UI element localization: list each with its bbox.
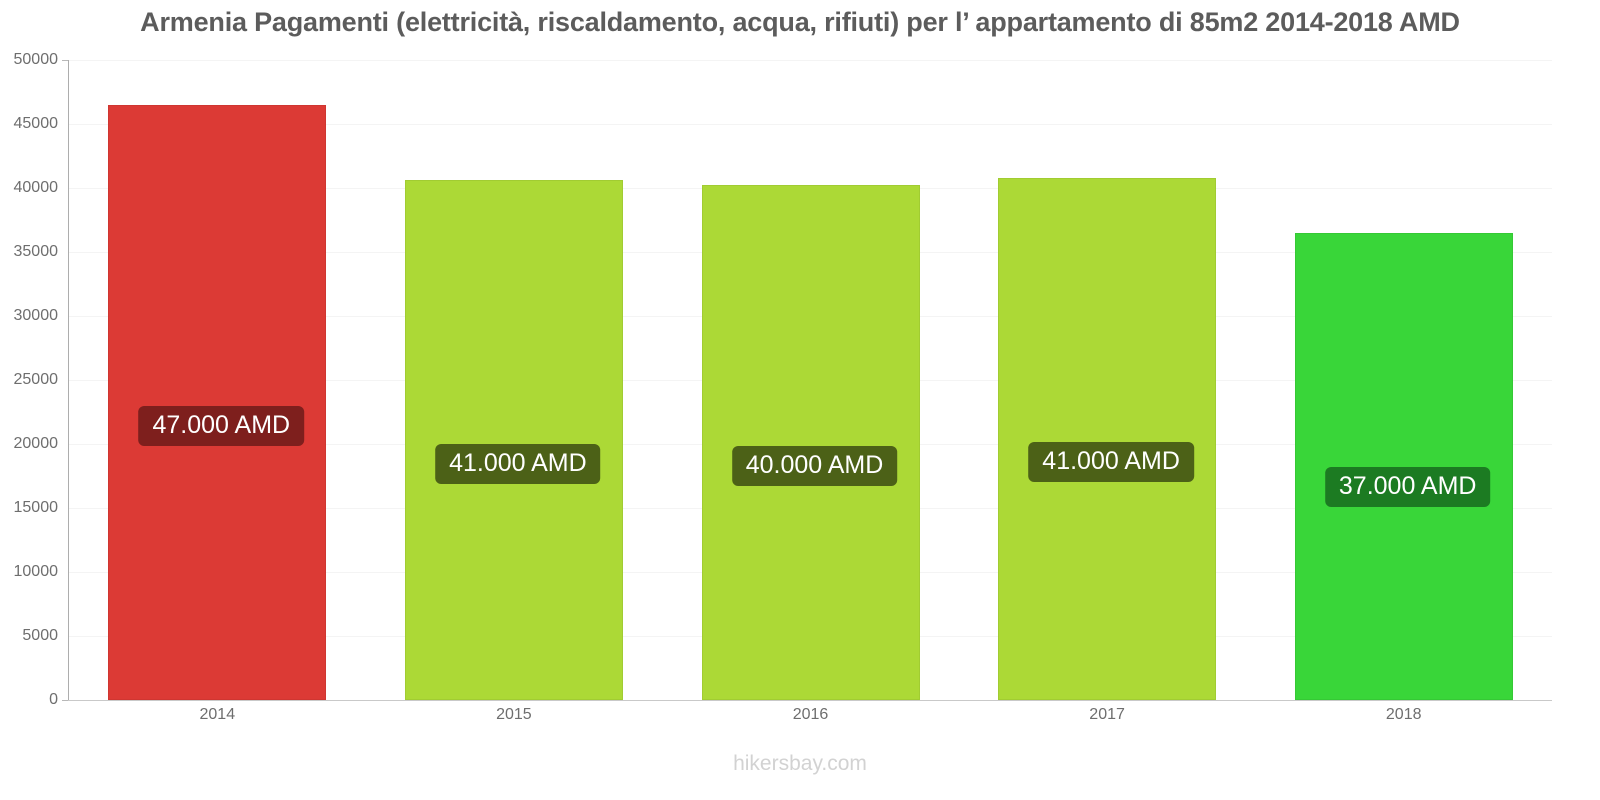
y-axis-tick-label: 15000 — [13, 499, 59, 516]
bar-value-label: 47.000 AMD — [138, 406, 305, 447]
chart-title: Armenia Pagamenti (elettricità, riscalda… — [140, 7, 1460, 37]
bar-value-label: 37.000 AMD — [1324, 467, 1491, 508]
x-axis-tick-label: 2014 — [199, 706, 236, 723]
bars-layer: 47.000 AMD 41.000 AMD 40.000 AMD 41.000 AMD… — [69, 60, 1552, 700]
bar[interactable] — [701, 184, 920, 700]
bar[interactable] — [108, 104, 327, 700]
y-axis-tick-label: 35000 — [13, 243, 59, 260]
x-axis: 2014 2015 2016 2017 2018 — [69, 706, 1552, 736]
y-axis-tick-label: 40000 — [13, 179, 59, 196]
plot-area: 0 5000 10000 15000 20000 25000 30000 35000 40000… — [0, 51, 1600, 708]
y-axis-line — [68, 60, 69, 700]
y-axis-tick-label: 50000 — [13, 51, 59, 68]
x-axis-tick-label: 2017 — [1089, 706, 1125, 723]
bar[interactable] — [404, 180, 623, 700]
bar-value-label: 41.000 AMD — [435, 443, 601, 484]
source-watermark: hikersbay.com — [733, 752, 867, 775]
y-axis-tick-label: 45000 — [13, 115, 59, 132]
bar-value-label: 40.000 AMD — [731, 445, 898, 486]
x-axis-tick-label: 2015 — [496, 706, 532, 723]
y-axis-tick-label: 5000 — [22, 627, 58, 644]
x-axis-tick-label: 2016 — [792, 706, 829, 723]
y-axis-tick-label: 10000 — [13, 563, 59, 580]
x-axis-line — [68, 700, 1552, 701]
bar[interactable] — [1294, 232, 1513, 700]
bar[interactable] — [998, 177, 1217, 700]
y-axis-tick-label: 30000 — [13, 307, 59, 324]
gridline — [69, 60, 1552, 61]
y-axis: 0 5000 10000 15000 20000 25000 30000 35000 40000… — [0, 51, 68, 708]
gridline — [69, 124, 1552, 125]
y-axis-tick-label: 20000 — [13, 435, 59, 452]
x-axis-tick-label: 2018 — [1385, 706, 1422, 723]
y-axis-tick-mark — [62, 60, 68, 61]
y-axis-tick-label: 25000 — [13, 371, 59, 388]
bar-value-label: 41.000 AMD — [1028, 442, 1194, 483]
y-axis-tick-label: 0 — [49, 691, 58, 708]
y-axis-tick-mark — [62, 700, 68, 701]
